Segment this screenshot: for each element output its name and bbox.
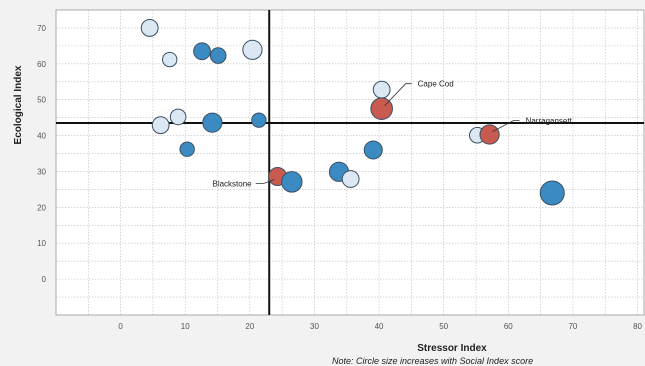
annotation-label: Narragansett bbox=[526, 117, 573, 126]
data-point-bubble bbox=[363, 140, 383, 160]
annotation-leader-line bbox=[492, 120, 520, 132]
plot-border bbox=[55, 9, 645, 316]
y-tick-label: 40 bbox=[37, 132, 46, 141]
chart-note: Note: Circle size increases with Social … bbox=[332, 356, 533, 366]
data-point-bubble bbox=[151, 116, 170, 135]
y-tick-label: 0 bbox=[42, 275, 47, 284]
data-point-bubble bbox=[209, 47, 227, 64]
data-points bbox=[140, 19, 565, 206]
data-point-bubble bbox=[281, 171, 303, 193]
data-point-bubble bbox=[341, 170, 360, 188]
y-tick-label: 20 bbox=[37, 203, 46, 212]
x-tick-label: 0 bbox=[118, 322, 123, 331]
x-tick-label: 60 bbox=[504, 322, 513, 331]
data-point-bubble bbox=[372, 80, 391, 99]
data-point-bubble bbox=[162, 51, 178, 68]
data-point-bubble bbox=[479, 124, 500, 145]
x-tick-label: 20 bbox=[245, 322, 254, 331]
tick-labels: 0 10 20 30 40 50 60 70 80 0 10 20 30 40 50 60 70 bbox=[37, 24, 642, 331]
data-point-bubble bbox=[169, 108, 187, 126]
data-point-bubble bbox=[140, 19, 159, 37]
data-point-bubble bbox=[539, 180, 565, 206]
x-tick-label: 70 bbox=[568, 322, 577, 331]
y-tick-label: 30 bbox=[37, 167, 46, 176]
data-point-bubble bbox=[193, 42, 211, 61]
annotation-label: Blackstone bbox=[212, 179, 252, 188]
annotation-leader-line bbox=[255, 179, 275, 184]
x-tick-label: 10 bbox=[181, 322, 190, 331]
annotation-label: Cape Cod bbox=[418, 80, 454, 89]
annotations: Cape Cod Narragansett Blackstone bbox=[212, 80, 572, 189]
plot-area bbox=[56, 10, 644, 315]
data-point-bubble bbox=[242, 39, 263, 60]
x-axis-label: Stressor Index bbox=[417, 343, 487, 354]
annotation-leader-line bbox=[384, 83, 412, 106]
y-tick-label: 60 bbox=[37, 60, 46, 69]
y-axis-label: Ecological Index bbox=[13, 65, 24, 144]
x-tick-label: 80 bbox=[633, 322, 642, 331]
x-tick-label: 30 bbox=[310, 322, 319, 331]
data-point-bubble bbox=[179, 141, 195, 157]
y-tick-label: 50 bbox=[37, 96, 46, 105]
x-tick-label: 50 bbox=[439, 322, 448, 331]
y-tick-label: 70 bbox=[37, 24, 46, 33]
y-tick-label: 10 bbox=[37, 239, 46, 248]
data-point-bubble bbox=[202, 112, 223, 133]
data-point-bubble bbox=[251, 112, 267, 128]
x-tick-label: 40 bbox=[375, 322, 384, 331]
